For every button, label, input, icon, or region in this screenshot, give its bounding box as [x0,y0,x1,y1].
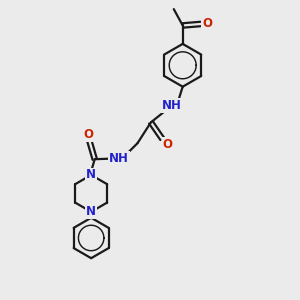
Text: O: O [202,17,212,30]
Text: O: O [163,138,172,151]
Text: N: N [86,169,96,182]
Text: NH: NH [109,152,129,165]
Text: O: O [83,128,93,141]
Text: N: N [86,205,96,218]
Text: NH: NH [162,99,182,112]
